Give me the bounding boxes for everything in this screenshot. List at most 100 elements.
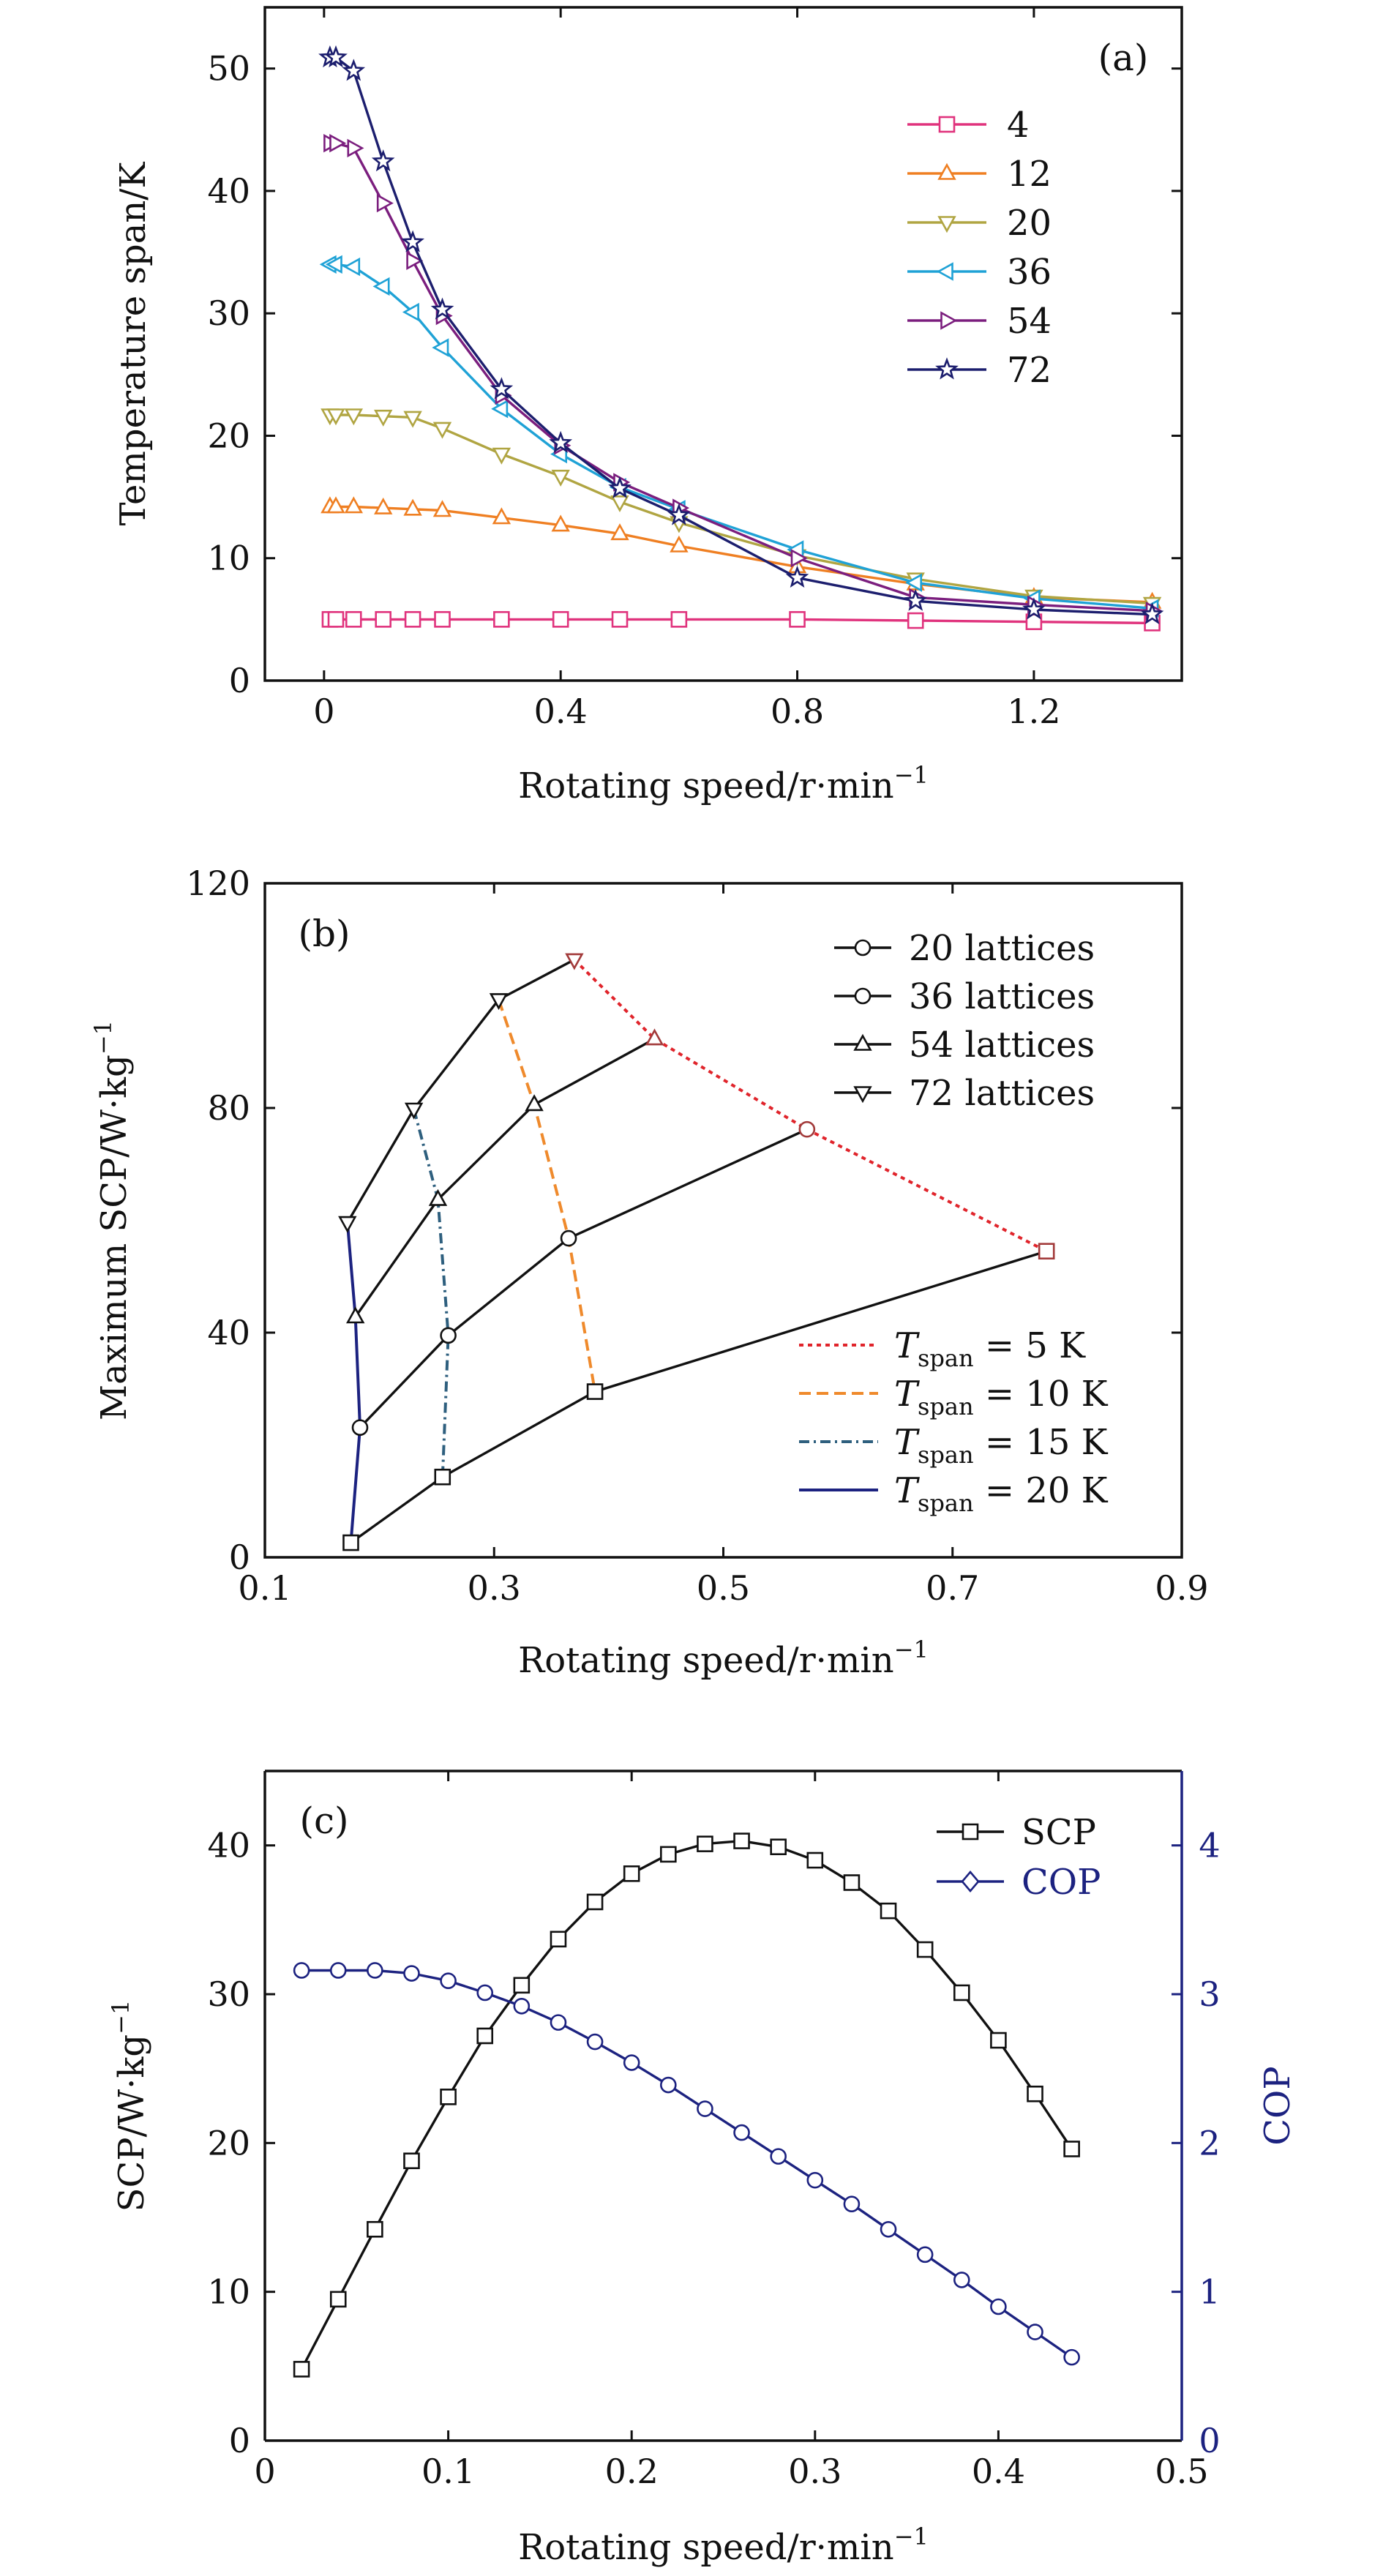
data-point: [798, 1120, 816, 1138]
legend-label-suffix: = 10 K: [974, 1374, 1109, 1415]
data-point: [990, 2298, 1007, 2315]
data-point: [338, 1216, 357, 1233]
data-point: [586, 2033, 604, 2051]
y2-tick-label: 0: [1199, 2421, 1220, 2460]
series-line: [329, 56, 1152, 616]
legend-item: 72 lattices: [834, 1073, 1095, 1114]
legend-item: 20: [907, 203, 1052, 244]
series-line: [346, 958, 575, 1224]
data-point: [770, 1838, 787, 1855]
data-point: [610, 495, 629, 512]
y2-tick-label: 3: [1199, 1974, 1220, 2014]
legend-label-suffix: = 5 K: [974, 1325, 1087, 1366]
y-tick-label: 0: [229, 661, 250, 700]
data-point: [375, 611, 391, 628]
iso-line-0: [573, 958, 1048, 1253]
data-point: [790, 548, 808, 568]
x-axis-label: Rotating speed/r·min−1: [518, 2523, 929, 2568]
data-point: [907, 612, 924, 629]
data-point: [432, 338, 449, 357]
data-point: [770, 2148, 787, 2165]
data-point: [492, 507, 511, 525]
legend-item: Tspan = 20 K: [799, 1470, 1109, 1517]
data-point: [785, 565, 809, 588]
legend-label: 4: [1007, 105, 1030, 146]
data-point: [880, 2220, 897, 2238]
legend-label-suffix: = 15 K: [974, 1422, 1109, 1463]
data-point: [428, 1188, 448, 1206]
legend-label-T: T: [894, 1374, 920, 1415]
data-point: [491, 399, 509, 419]
data-point: [371, 149, 395, 172]
data-point: [345, 1306, 365, 1324]
data-point: [329, 2291, 347, 2308]
legend-marker: [936, 262, 953, 281]
data-point: [490, 377, 514, 400]
ylabel-text: SCP/W·kg: [111, 2034, 152, 2212]
ylabel-sup: −1: [89, 1020, 117, 1055]
legend-label: 36: [1007, 252, 1052, 293]
data-point: [611, 611, 629, 628]
data-point: [623, 1865, 640, 1882]
data-point: [513, 1997, 531, 2015]
ylabel-sup: −1: [107, 2000, 135, 2034]
data-point: [404, 1102, 424, 1120]
legend-marker: [938, 116, 956, 133]
data-point: [789, 611, 806, 628]
series-line: [329, 505, 1152, 604]
legend-item: 36: [907, 252, 1052, 293]
ticks: 0.1 0.3 0.5 0.7 0.9 0 40 80 120: [186, 864, 1208, 1608]
x-tick-label: 1.2: [1007, 692, 1060, 731]
series-line: [300, 1839, 1073, 2370]
legend-label: COP: [1022, 1862, 1101, 1903]
panel-b: 0.1 0.3 0.5 0.7 0.9 0 40 80 120 (b) 20 lattices 36 …: [89, 864, 1209, 1681]
data-point: [550, 1931, 567, 1948]
x-tick-label: 0.3: [468, 1568, 521, 1608]
legend-item: 54 lattices: [834, 1025, 1095, 1066]
data-point: [293, 1962, 310, 1979]
data-point: [342, 1534, 359, 1551]
legend-item: SCP: [937, 1812, 1096, 1853]
x-tick-label: 0: [254, 2452, 275, 2491]
data-point: [916, 1941, 934, 1958]
data-point: [344, 496, 364, 514]
x-tick-label: 0: [313, 692, 334, 731]
y2-ticks: 0 1 2 3 4: [1172, 1826, 1221, 2460]
y2-tick-label: 4: [1199, 1826, 1220, 1865]
series-COP: [293, 1962, 1080, 2366]
legend-label: 54 lattices: [909, 1025, 1095, 1066]
data-point: [430, 297, 454, 320]
series-line: [329, 142, 1152, 613]
data-point: [610, 523, 629, 541]
legend-item: 20 lattices: [834, 928, 1095, 969]
data-point: [806, 1852, 824, 1869]
data-point: [432, 500, 452, 517]
legend-label: Tspan = 20 K: [894, 1470, 1109, 1517]
data-point: [953, 2272, 970, 2288]
data-point: [493, 611, 510, 628]
data-point: [670, 535, 689, 553]
data-point: [550, 2014, 567, 2031]
legend-label: 36 lattices: [909, 976, 1095, 1017]
data-point: [293, 2361, 310, 2378]
data-point: [402, 302, 419, 322]
x-axis-label: Rotating speed/r·min−1: [518, 1636, 929, 1681]
legend-marker: [854, 939, 872, 956]
data-point: [329, 1962, 347, 1979]
iso-line-2: [412, 1108, 450, 1478]
series-line: [359, 1128, 808, 1429]
data-point: [403, 1965, 420, 1982]
data-point: [552, 611, 569, 628]
series-72: [318, 45, 1164, 625]
data-point: [565, 953, 584, 970]
data-point: [476, 2027, 494, 2045]
legend-marker: [962, 1823, 979, 1841]
legend-series: 20 lattices 36 lattices 54 lattices 72 latt…: [834, 928, 1095, 1114]
data-point: [440, 1327, 457, 1344]
data-point: [953, 1984, 970, 2002]
x-tick-label: 0.3: [788, 2452, 842, 2491]
data-point: [513, 1977, 531, 1994]
legend-label: Tspan = 10 K: [894, 1374, 1109, 1420]
legend-item: 12: [907, 154, 1052, 195]
